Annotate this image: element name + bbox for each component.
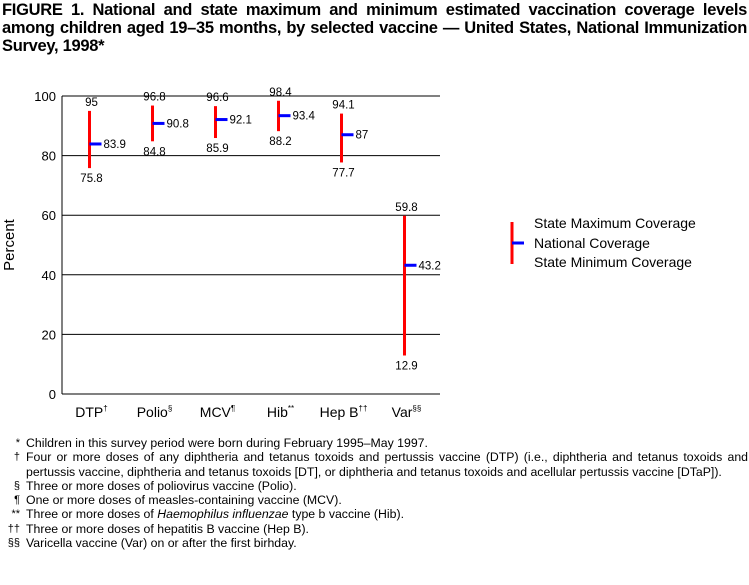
footnotes: * Children in this survey period were bor… [0, 436, 748, 550]
max-label: 95 [85, 97, 98, 109]
y-tick-label: 80 [42, 149, 56, 164]
category-label: Hib** [267, 404, 294, 420]
y-tick-label: 20 [42, 327, 56, 342]
y-tick-label: 40 [42, 268, 56, 283]
min-label: 75.8 [80, 173, 102, 185]
footnote: § Three or more doses of poliovirus vacci… [13, 478, 297, 493]
max-label: 96.6 [206, 92, 228, 104]
range-chart: 0 20 40 60 80 100 Percent 95 75.8 83.9 DTP† 96.8 84.… [1, 87, 696, 420]
y-tick-label: 100 [34, 89, 56, 104]
y-axis-label: Percent [1, 218, 18, 271]
min-label: 84.8 [143, 146, 165, 158]
footnote: † Four or more doses of any diphtheria an… [13, 450, 748, 479]
category-label: MCV¶ [200, 404, 235, 420]
max-label: 59.8 [395, 202, 417, 214]
footnote: ** Three or more doses of Haemophilus inf… [11, 507, 404, 522]
min-label: 77.7 [332, 167, 354, 179]
national-label: 43.2 [419, 260, 441, 272]
footnote-mark: ** [288, 404, 294, 413]
legend-min-label: State Minimum Coverage [534, 254, 692, 270]
national-label: 87 [356, 130, 369, 142]
figure-title: FIGURE 1. National and state maximum and… [2, 1, 747, 55]
footnote-mark: § [168, 404, 172, 413]
max-label: 94.1 [332, 100, 354, 112]
footnote-mark: ¶ [231, 404, 235, 413]
category-label: Hep B†† [320, 404, 368, 420]
national-label: 92.1 [230, 115, 252, 127]
category-label: Polio§ [137, 404, 173, 420]
footnote-mark: † [103, 404, 107, 413]
footnote-mark: §§ [412, 404, 421, 413]
y-tick-label: 0 [49, 387, 56, 402]
footnote: †† Three or more doses of hepatitis B vac… [7, 521, 309, 536]
max-label: 98.4 [269, 87, 292, 99]
y-tick-label: 60 [42, 208, 56, 223]
category-label: DTP† [75, 404, 107, 420]
min-label: 12.9 [395, 361, 417, 373]
footnote: ¶ One or more doses of measles-containing… [14, 493, 342, 508]
legend-max-label: State Maximum Coverage [534, 215, 696, 231]
footnote-mark: †† [359, 404, 368, 413]
min-label: 88.2 [269, 136, 291, 148]
footnote: §§ Varicella vaccine (Var) on or after th… [7, 536, 297, 551]
legend-national-label: National Coverage [534, 235, 650, 251]
footnote: * Children in this survey period were bor… [15, 436, 428, 450]
max-label: 96.8 [143, 92, 165, 104]
national-label: 83.9 [104, 139, 126, 151]
category-label: Var§§ [392, 404, 422, 420]
min-label: 85.9 [206, 143, 228, 155]
national-label: 90.8 [167, 118, 189, 130]
national-label: 93.4 [293, 111, 316, 123]
